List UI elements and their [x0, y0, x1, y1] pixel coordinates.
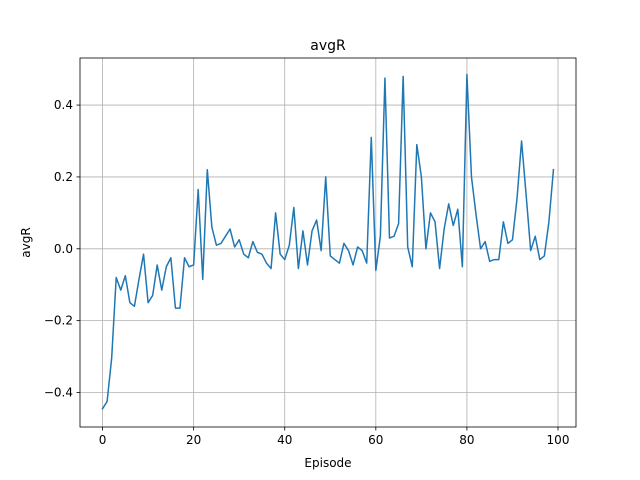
x-tick-label: 40 [277, 433, 292, 447]
grid-lines [80, 58, 576, 427]
series-line [101, 73, 555, 410]
plot-area [80, 58, 576, 427]
x-tick-label: 100 [547, 433, 570, 447]
axis-ticks: 0 20 40 60 80 100 −0.4 −0.2 0.0 0.2 0.4 [44, 98, 570, 447]
chart-title: avgR [310, 38, 346, 54]
y-axis-label: avgR [19, 227, 33, 257]
x-tick-label: 0 [99, 433, 107, 447]
x-tick-label: 80 [459, 433, 474, 447]
y-tick-label: 0.0 [54, 242, 73, 256]
x-tick-label: 60 [368, 433, 383, 447]
y-tick-label: 0.4 [54, 98, 73, 112]
y-tick-label: −0.2 [44, 314, 73, 328]
y-tick-label: 0.2 [54, 170, 73, 184]
y-tick-label: −0.4 [44, 386, 73, 400]
x-tick-label: 20 [186, 433, 201, 447]
data-series [101, 73, 555, 410]
axes-frame [79, 57, 577, 428]
x-axis-label: Episode [304, 456, 351, 470]
